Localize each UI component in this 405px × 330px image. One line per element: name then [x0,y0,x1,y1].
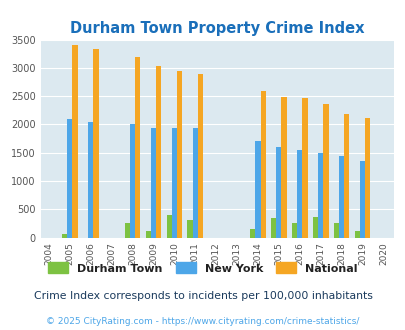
Bar [275,147,281,238]
Bar [156,66,161,238]
Bar [124,223,130,238]
Bar [130,124,135,238]
Bar [67,119,72,238]
Bar [364,118,369,238]
Legend: Durham Town, New York, National: Durham Town, New York, National [44,258,361,278]
Bar [322,104,328,238]
Bar [72,45,77,238]
Bar [343,114,349,238]
Bar [177,71,182,238]
Bar [281,97,286,238]
Text: © 2025 CityRating.com - https://www.cityrating.com/crime-statistics/: © 2025 CityRating.com - https://www.city… [46,317,359,326]
Bar [296,150,302,238]
Bar [312,217,317,238]
Bar [302,98,307,238]
Bar [192,128,197,238]
Bar [359,161,364,238]
Bar [333,223,338,238]
Bar [93,49,98,238]
Bar [135,56,140,238]
Bar [354,231,359,238]
Bar [317,153,322,238]
Text: Crime Index corresponds to incidents per 100,000 inhabitants: Crime Index corresponds to incidents per… [34,291,371,301]
Bar [255,142,260,238]
Bar [171,128,177,238]
Bar [271,218,275,238]
Bar [151,128,156,238]
Bar [145,231,151,238]
Bar [166,215,171,238]
Bar [62,234,67,238]
Bar [291,223,296,238]
Bar [338,155,343,238]
Bar [197,74,202,238]
Bar [249,229,255,238]
Bar [88,122,93,238]
Bar [187,220,192,238]
Bar [260,90,265,238]
Title: Durham Town Property Crime Index: Durham Town Property Crime Index [70,21,364,36]
